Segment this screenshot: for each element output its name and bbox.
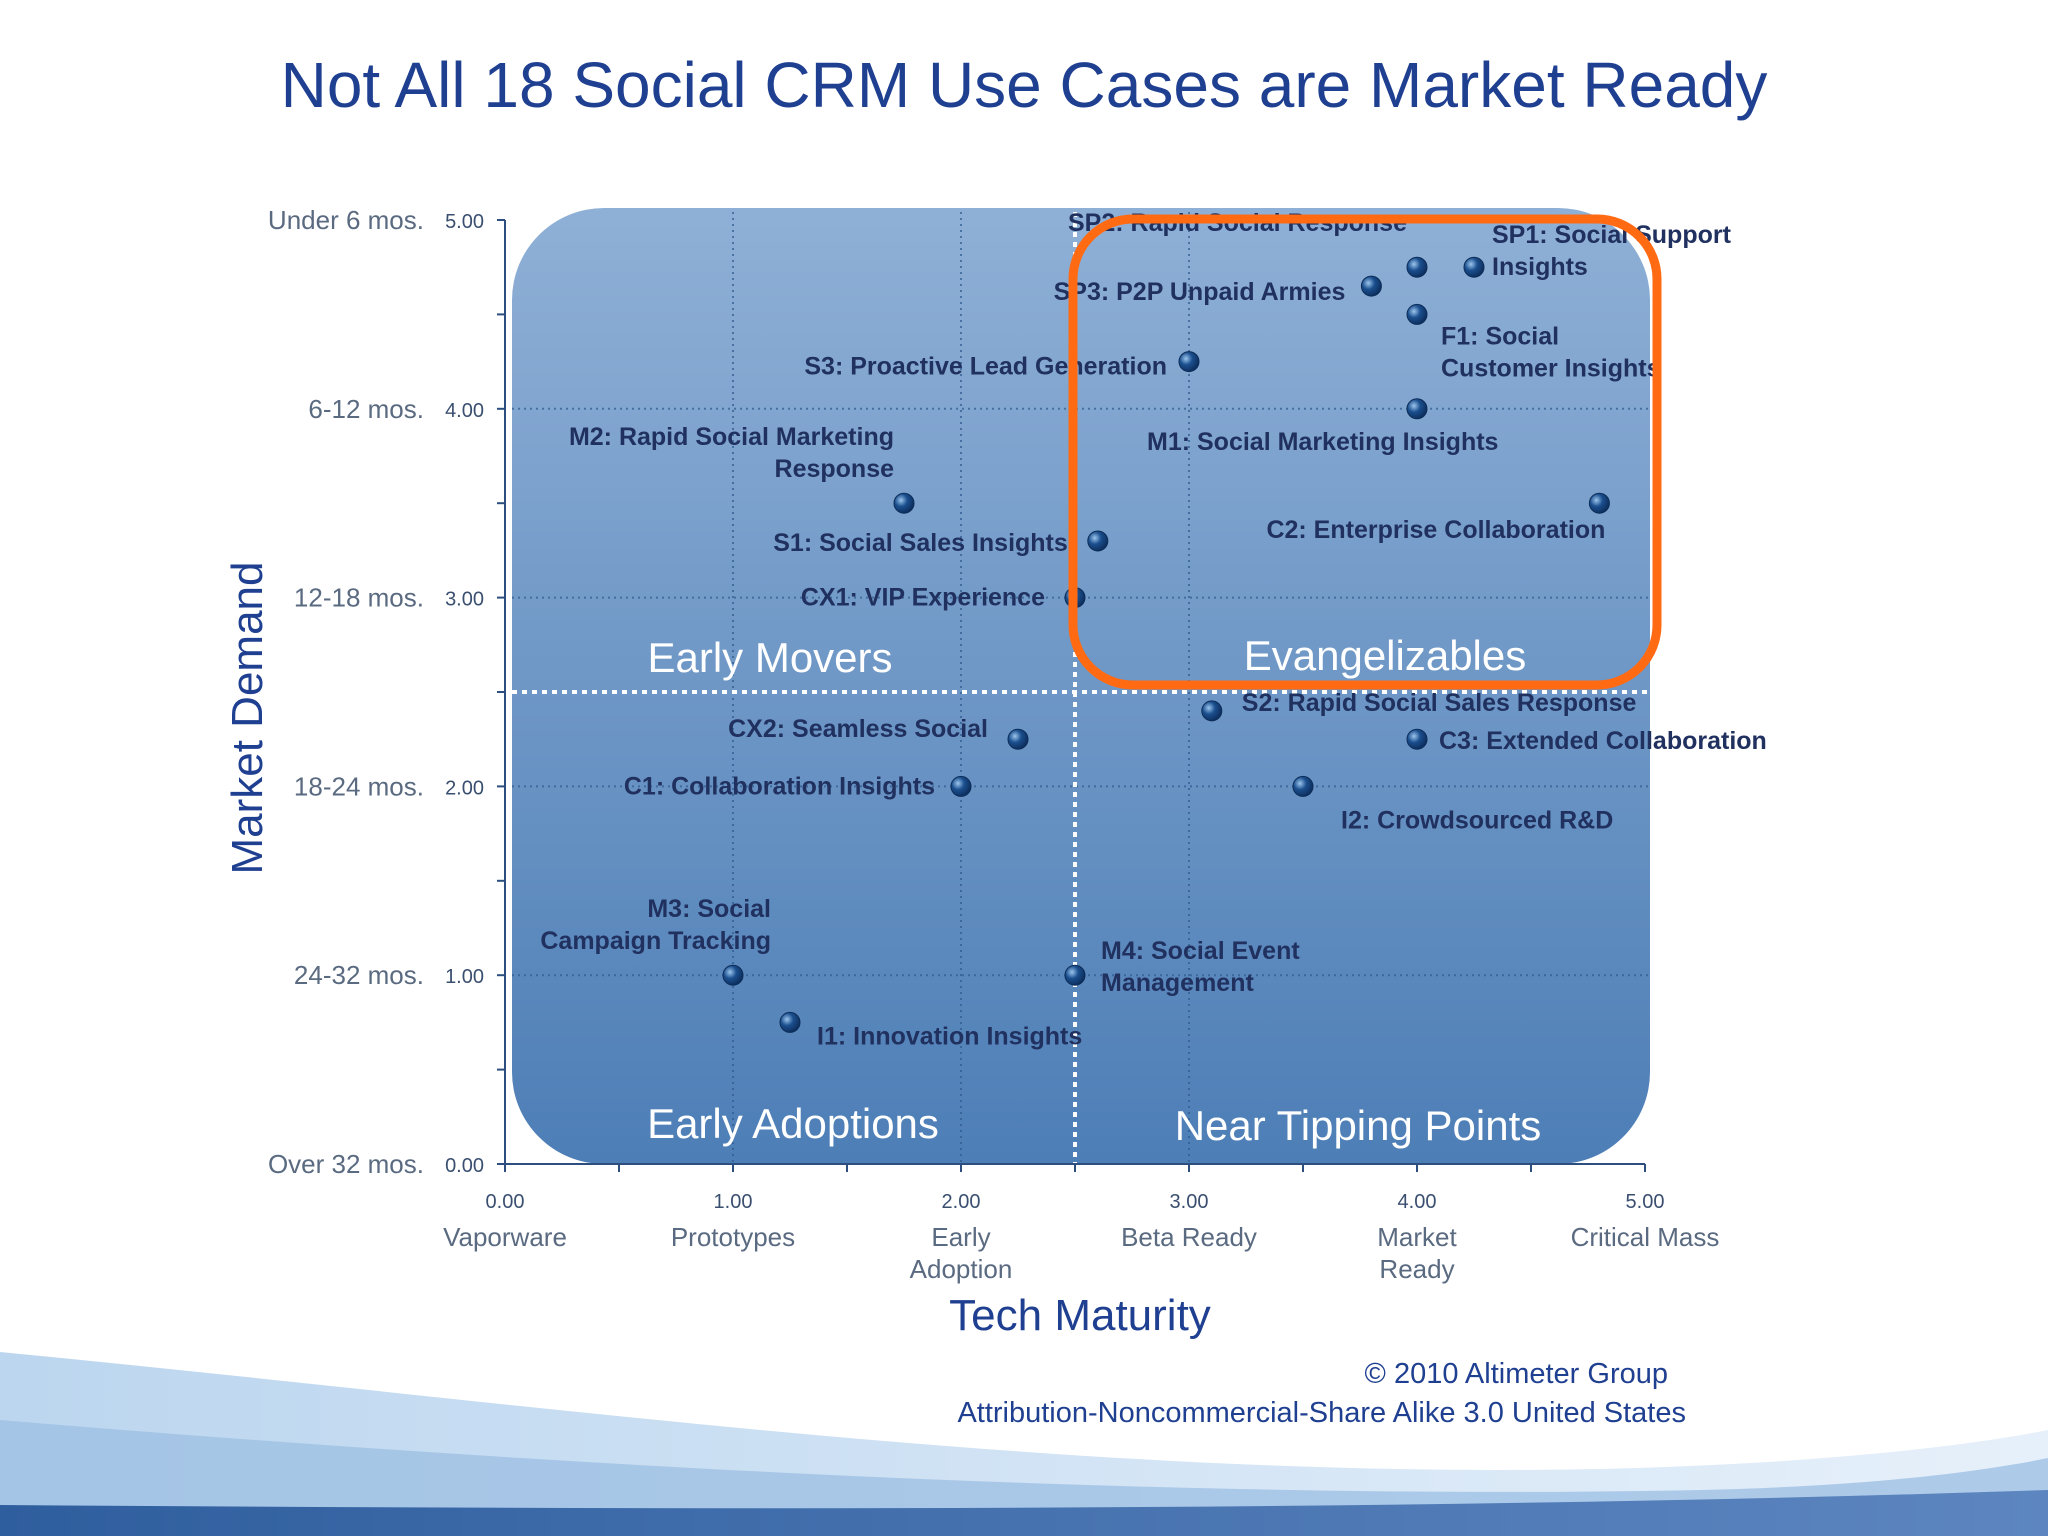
point-m4 [1064,964,1086,986]
point-c2 [1588,492,1610,514]
y-tick-label: 12-18 mos. [294,583,424,613]
x-tick-number: 0.00 [486,1191,525,1213]
point-c3 [1406,728,1428,750]
point-i2 [1292,775,1314,797]
point-c1 [950,775,972,797]
point-sp3 [1360,275,1382,297]
x-tick-label: Critical Mass [1571,1222,1720,1252]
y-tick-number: 3.00 [445,589,484,611]
y-tick-label: 24-32 mos. [294,960,424,990]
quadrant-label: Evangelizables [1244,632,1527,679]
point-s2 [1201,700,1223,722]
label-s3: S3: Proactive Lead Generation [804,353,1167,381]
label-s2: S2: Rapid Social Sales Response [1242,689,1637,717]
label-f1: F1: Social [1441,322,1559,350]
point-i1 [779,1011,801,1033]
data-points [722,256,1610,1033]
label-m3: Campaign Tracking [540,927,771,955]
point-m3 [722,964,744,986]
label-c1: C1: Collaboration Insights [624,772,935,800]
label-i1: I1: Innovation Insights [817,1022,1082,1050]
slide-title: Not All 18 Social CRM Use Cases are Mark… [280,49,1768,121]
y-tick-label: Under 6 mos. [268,205,424,235]
x-tick-label: Prototypes [671,1222,795,1252]
label-cx1: CX1: VIP Experience [801,584,1045,612]
label-m3: M3: Social [647,895,771,923]
x-tick-label: Beta Ready [1121,1222,1257,1252]
point-sp1 [1463,256,1485,278]
x-tick-number: 1.00 [714,1191,753,1213]
label-m4: M4: Social Event [1101,937,1300,965]
label-m2: Response [775,455,895,483]
label-sp1: Insights [1492,253,1588,281]
evangelizables-highlight-box [1068,214,1662,690]
y-tick-label: 18-24 mos. [294,771,424,801]
label-m4: Management [1101,969,1254,997]
point-sp2 [1406,256,1428,278]
y-tick-number: 4.00 [445,400,484,422]
y-tick-label: 6-12 mos. [308,394,424,424]
x-tick-label: Adoption [910,1254,1013,1284]
x-tick-number: 5.00 [1626,1191,1665,1213]
x-tick-number: 2.00 [942,1191,981,1213]
x-tick-label: Market [1377,1222,1457,1252]
label-c2: C2: Enterprise Collaboration [1266,516,1605,544]
y-axis-title: Market Demand [223,561,272,874]
x-axis-title: Tech Maturity [949,1291,1211,1340]
y-tick-label: Over 32 mos. [268,1149,424,1179]
point-s3 [1178,351,1200,373]
label-i2: I2: Crowdsourced R&D [1341,806,1613,834]
label-cx2: CX2: Seamless Social [728,715,988,743]
x-tick-label: Ready [1379,1254,1454,1284]
quadrant-label: Early Adoptions [647,1100,939,1147]
x-tick-label: Early [931,1222,990,1252]
copyright-credit: © 2010 Altimeter Group [1364,1358,1668,1390]
label-f1: Customer Insights [1441,354,1660,382]
quadrant-labels: Early Movers Evangelizables Early Adoption… [647,632,1541,1149]
point-m2 [893,492,915,514]
label-m1: M1: Social Marketing Insights [1147,428,1498,456]
label-s1: S1: Social Sales Insights [773,529,1068,557]
quadrant-label: Near Tipping Points [1175,1102,1542,1149]
y-tick-number: 2.00 [445,777,484,799]
axes: 0.00 Vaporware 1.00 Prototypes 2.00 EarlyAdop… [223,205,1719,1340]
y-tick-number: 0.00 [445,1155,484,1177]
y-tick-number: 1.00 [445,966,484,988]
x-tick-number: 3.00 [1170,1191,1209,1213]
label-sp3: SP3: P2P Unpaid Armies [1054,278,1346,306]
plot-background [512,208,1650,1164]
x-tick-label: Vaporware [443,1222,567,1252]
point-m1 [1406,398,1428,420]
label-sp1: SP1: Social Support [1492,221,1732,249]
point-s1 [1087,530,1109,552]
point-cx2 [1007,728,1029,750]
x-tick-number: 4.00 [1398,1191,1437,1213]
point-f1 [1406,303,1428,325]
y-tick-number: 5.00 [445,211,484,233]
license-credit: Attribution-Noncommercial-Share Alike 3.… [957,1397,1686,1429]
label-c3: C3: Extended Collaboration [1439,727,1767,755]
quadrant-label: Early Movers [647,634,892,681]
label-m2: M2: Rapid Social Marketing [569,423,894,451]
